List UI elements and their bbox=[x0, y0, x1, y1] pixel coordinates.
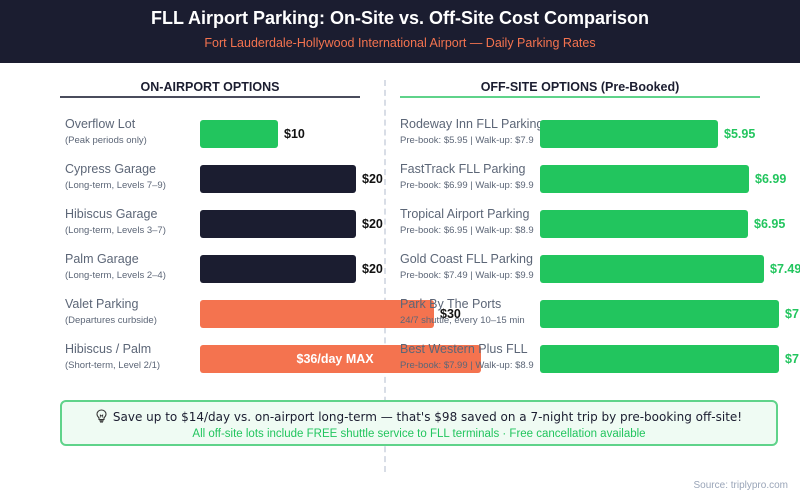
off-site-row-name: Gold Coast FLL Parking bbox=[400, 252, 533, 266]
callout-main-line: Save up to $14/day vs. on-airport long-t… bbox=[62, 409, 776, 426]
on-airport-row-name: Palm Garage bbox=[65, 252, 139, 266]
source-credit: Source: triplypro.com bbox=[693, 480, 788, 491]
page-title: FLL Airport Parking: On-Site vs. Off-Sit… bbox=[150, 8, 650, 28]
on-airport-row-name: Hibiscus / Palm bbox=[65, 342, 152, 356]
off-site-row-subtitle: Pre-book: $6.99 | Walk-up: $9.9 bbox=[400, 180, 534, 191]
off-site-underline bbox=[400, 96, 760, 98]
on-airport-underline bbox=[60, 96, 360, 98]
off-site-bar bbox=[540, 120, 718, 148]
off-site-bar bbox=[540, 210, 748, 238]
off-site-row-name: Rodeway Inn FLL Parking bbox=[400, 117, 544, 131]
off-site-bar bbox=[540, 165, 749, 193]
off-site-bar-label: $7.49 bbox=[770, 262, 800, 276]
off-site-bar bbox=[540, 300, 779, 328]
off-site-row-subtitle: Pre-book: $7.99 | Walk-up: $8.9 bbox=[400, 360, 534, 371]
savings-callout: Save up to $14/day vs. on-airport long-t… bbox=[60, 400, 778, 446]
off-site-bar-label: $7 bbox=[785, 352, 799, 366]
off-site-row-name: Tropical Airport Parking bbox=[400, 207, 530, 221]
column-divider bbox=[384, 80, 386, 472]
on-airport-bar-label: $20 bbox=[362, 262, 383, 276]
on-airport-bar-label: $36/day MAX bbox=[296, 352, 374, 366]
off-site-bar-label: $6.99 bbox=[755, 172, 787, 186]
on-airport-bar-label: $20 bbox=[362, 172, 383, 186]
on-airport-row-name: Overflow Lot bbox=[65, 117, 136, 131]
off-site-row-subtitle: Pre-book: $6.95 | Walk-up: $8.9 bbox=[400, 225, 534, 236]
off-site-section-title: OFF-SITE OPTIONS (Pre-Booked) bbox=[480, 80, 680, 94]
on-airport-row-subtitle: (Long-term, Levels 7–9) bbox=[65, 180, 166, 191]
off-site-bar-label: $5.95 bbox=[724, 127, 756, 141]
off-site-row-subtitle: Pre-book: $5.95 | Walk-up: $7.9 bbox=[400, 135, 534, 146]
on-airport-bar bbox=[200, 210, 356, 238]
off-site-row-name: Park By The Ports bbox=[400, 297, 502, 311]
on-airport-row-subtitle: (Short-term, Level 2/1) bbox=[65, 360, 161, 371]
callout-main-text: Save up to $14/day vs. on-airport long-t… bbox=[112, 410, 743, 424]
off-site-bar-label: $7 bbox=[785, 307, 799, 321]
on-airport-bar bbox=[200, 300, 434, 328]
on-airport-row-subtitle: (Long-term, Levels 3–7) bbox=[65, 225, 166, 236]
on-airport-row-subtitle: (Peak periods only) bbox=[65, 135, 147, 146]
off-site-row-name: FastTrack FLL Parking bbox=[400, 162, 526, 176]
on-airport-row-subtitle: (Departures curbside) bbox=[65, 315, 157, 326]
on-airport-row-subtitle: (Long-term, Levels 2–4) bbox=[65, 270, 166, 281]
off-site-row-subtitle: Pre-book: $7.49 | Walk-up: $9.9 bbox=[400, 270, 534, 281]
on-airport-row-name: Hibiscus Garage bbox=[65, 207, 158, 221]
on-airport-bar-label: $10 bbox=[284, 127, 305, 141]
on-airport-bar bbox=[200, 345, 481, 373]
off-site-row-name: Best Western Plus FLL bbox=[400, 342, 528, 356]
on-airport-bar-label: $30 bbox=[440, 307, 461, 321]
on-airport-row-name: Valet Parking bbox=[65, 297, 139, 311]
on-airport-bar bbox=[200, 165, 356, 193]
on-airport-row-name: Cypress Garage bbox=[65, 162, 157, 176]
on-airport-section-title: ON-AIRPORT OPTIONS bbox=[140, 80, 280, 94]
on-airport-bar bbox=[200, 120, 278, 148]
off-site-bar-label: $6.95 bbox=[754, 217, 786, 231]
callout-sub-text: All off-site lots include FREE shuttle s… bbox=[192, 428, 646, 440]
header-banner: FLL Airport Parking: On-Site vs. Off-Sit… bbox=[0, 0, 800, 63]
on-airport-bar-label: $20 bbox=[362, 217, 383, 231]
off-site-bar bbox=[540, 255, 764, 283]
on-airport-bar bbox=[200, 255, 356, 283]
lightbulb-icon bbox=[96, 409, 107, 426]
off-site-bar bbox=[540, 345, 779, 373]
page-subtitle: Fort Lauderdale-Hollywood International … bbox=[204, 36, 596, 50]
off-site-row-subtitle: 24/7 shuttle, every 10–15 min bbox=[400, 315, 525, 326]
